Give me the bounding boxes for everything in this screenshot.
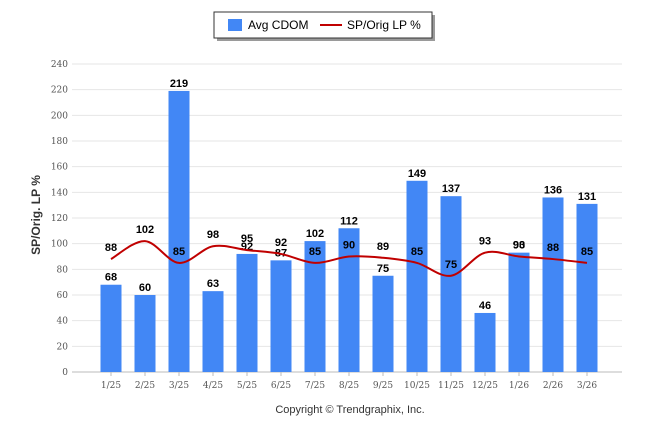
x-tick-label: 4/25 — [203, 381, 223, 391]
x-tick-label: 1/26 — [509, 381, 529, 391]
bar — [440, 196, 462, 372]
line-value-label: 89 — [377, 241, 389, 253]
line-value-label: 88 — [547, 242, 559, 254]
x-tick-label: 10/25 — [404, 381, 430, 391]
line-path — [110, 240, 588, 277]
y-tick-label: 200 — [51, 111, 68, 121]
bar-value-label: 102 — [306, 228, 324, 240]
bar-value-label: 93 — [513, 240, 525, 252]
x-tick-label: 1/25 — [101, 381, 121, 391]
line-value-label: 95 — [241, 233, 253, 245]
bar — [202, 291, 224, 372]
y-tick-label: 220 — [51, 86, 68, 96]
bar — [372, 275, 394, 372]
x-tick-label: 2/25 — [135, 381, 155, 391]
copyright-text: Copyright © Trendgraphix, Inc. — [275, 404, 424, 416]
line-value-label: 98 — [207, 229, 219, 241]
y-tick-label: 140 — [51, 188, 68, 198]
bar-value-label: 219 — [170, 78, 188, 90]
y-tick-label: 180 — [51, 137, 68, 147]
bar — [542, 197, 564, 372]
y-tick-label: 240 — [51, 60, 68, 70]
x-tick-label: 7/25 — [305, 381, 325, 391]
bar-value-label: 149 — [408, 168, 426, 180]
y-tick-label: 80 — [57, 265, 69, 275]
bar-value-label: 60 — [139, 282, 151, 294]
legend-swatch-bar — [228, 19, 242, 31]
legend: Avg CDOM SP/Orig LP % — [213, 11, 435, 41]
x-tick-label: 6/25 — [271, 381, 291, 391]
legend-label-line: SP/Orig LP % — [347, 18, 421, 32]
bar-value-label: 46 — [479, 300, 491, 312]
y-tick-label: 160 — [51, 163, 68, 173]
x-tick-label: 9/25 — [373, 381, 393, 391]
line-value-label: 75 — [445, 259, 457, 271]
y-tick-label: 120 — [51, 214, 68, 224]
bar — [406, 180, 428, 372]
bar — [576, 203, 598, 372]
bars — [100, 90, 598, 372]
line-value-label: 102 — [136, 224, 154, 236]
bar-value-label: 136 — [544, 184, 562, 196]
bar-value-label: 137 — [442, 183, 460, 195]
bar — [168, 90, 190, 372]
x-tick-label: 11/25 — [438, 381, 464, 391]
legend-label-bar: Avg CDOM — [248, 18, 308, 32]
bar — [338, 228, 360, 372]
bar-value-label: 75 — [377, 263, 389, 275]
y-tick-label: 40 — [57, 317, 69, 327]
bar-value-label: 68 — [105, 272, 117, 284]
x-tick-label: 8/25 — [339, 381, 359, 391]
bar — [304, 241, 326, 372]
bar — [100, 284, 122, 372]
line-value-label: 90 — [343, 240, 355, 252]
y-tick-labels: 0 20 40 60 80 100 120 140 160 180 200 220 240 — [51, 60, 68, 378]
y-tick-label: 100 — [51, 240, 68, 250]
y-tick-label: 20 — [57, 342, 69, 352]
line-series — [110, 240, 588, 277]
bar-value-label: 131 — [578, 191, 596, 203]
bar — [134, 295, 156, 372]
x-tick-label: 3/25 — [169, 381, 189, 391]
line-value-label: 85 — [581, 246, 593, 258]
line-value-label: 92 — [275, 237, 287, 249]
y-tick-label: 0 — [62, 368, 68, 378]
x-tick-label: 5/25 — [237, 381, 257, 391]
bar — [474, 312, 496, 372]
line-value-label: 93 — [479, 236, 491, 248]
y-axis-title: SP/Orig. LP % — [29, 175, 43, 255]
line-value-label: 85 — [309, 246, 321, 258]
x-tick-label: 2/26 — [543, 381, 563, 391]
x-tick-labels: 1/25 2/25 3/25 4/25 5/25 6/25 7/25 8/25 9/25 10/2… — [101, 372, 597, 391]
bar-value-label: 63 — [207, 278, 219, 290]
bar-value-label: 112 — [340, 215, 358, 227]
bar — [508, 252, 530, 372]
y-tick-label: 60 — [57, 291, 69, 301]
bar — [236, 253, 258, 372]
bar — [270, 260, 292, 372]
line-value-label: 90 — [513, 240, 525, 252]
x-tick-label: 12/25 — [472, 381, 498, 391]
line-value-label: 85 — [411, 246, 423, 258]
x-tick-label: 3/26 — [577, 381, 597, 391]
line-value-label: 85 — [173, 246, 185, 258]
line-value-label: 88 — [105, 242, 117, 254]
